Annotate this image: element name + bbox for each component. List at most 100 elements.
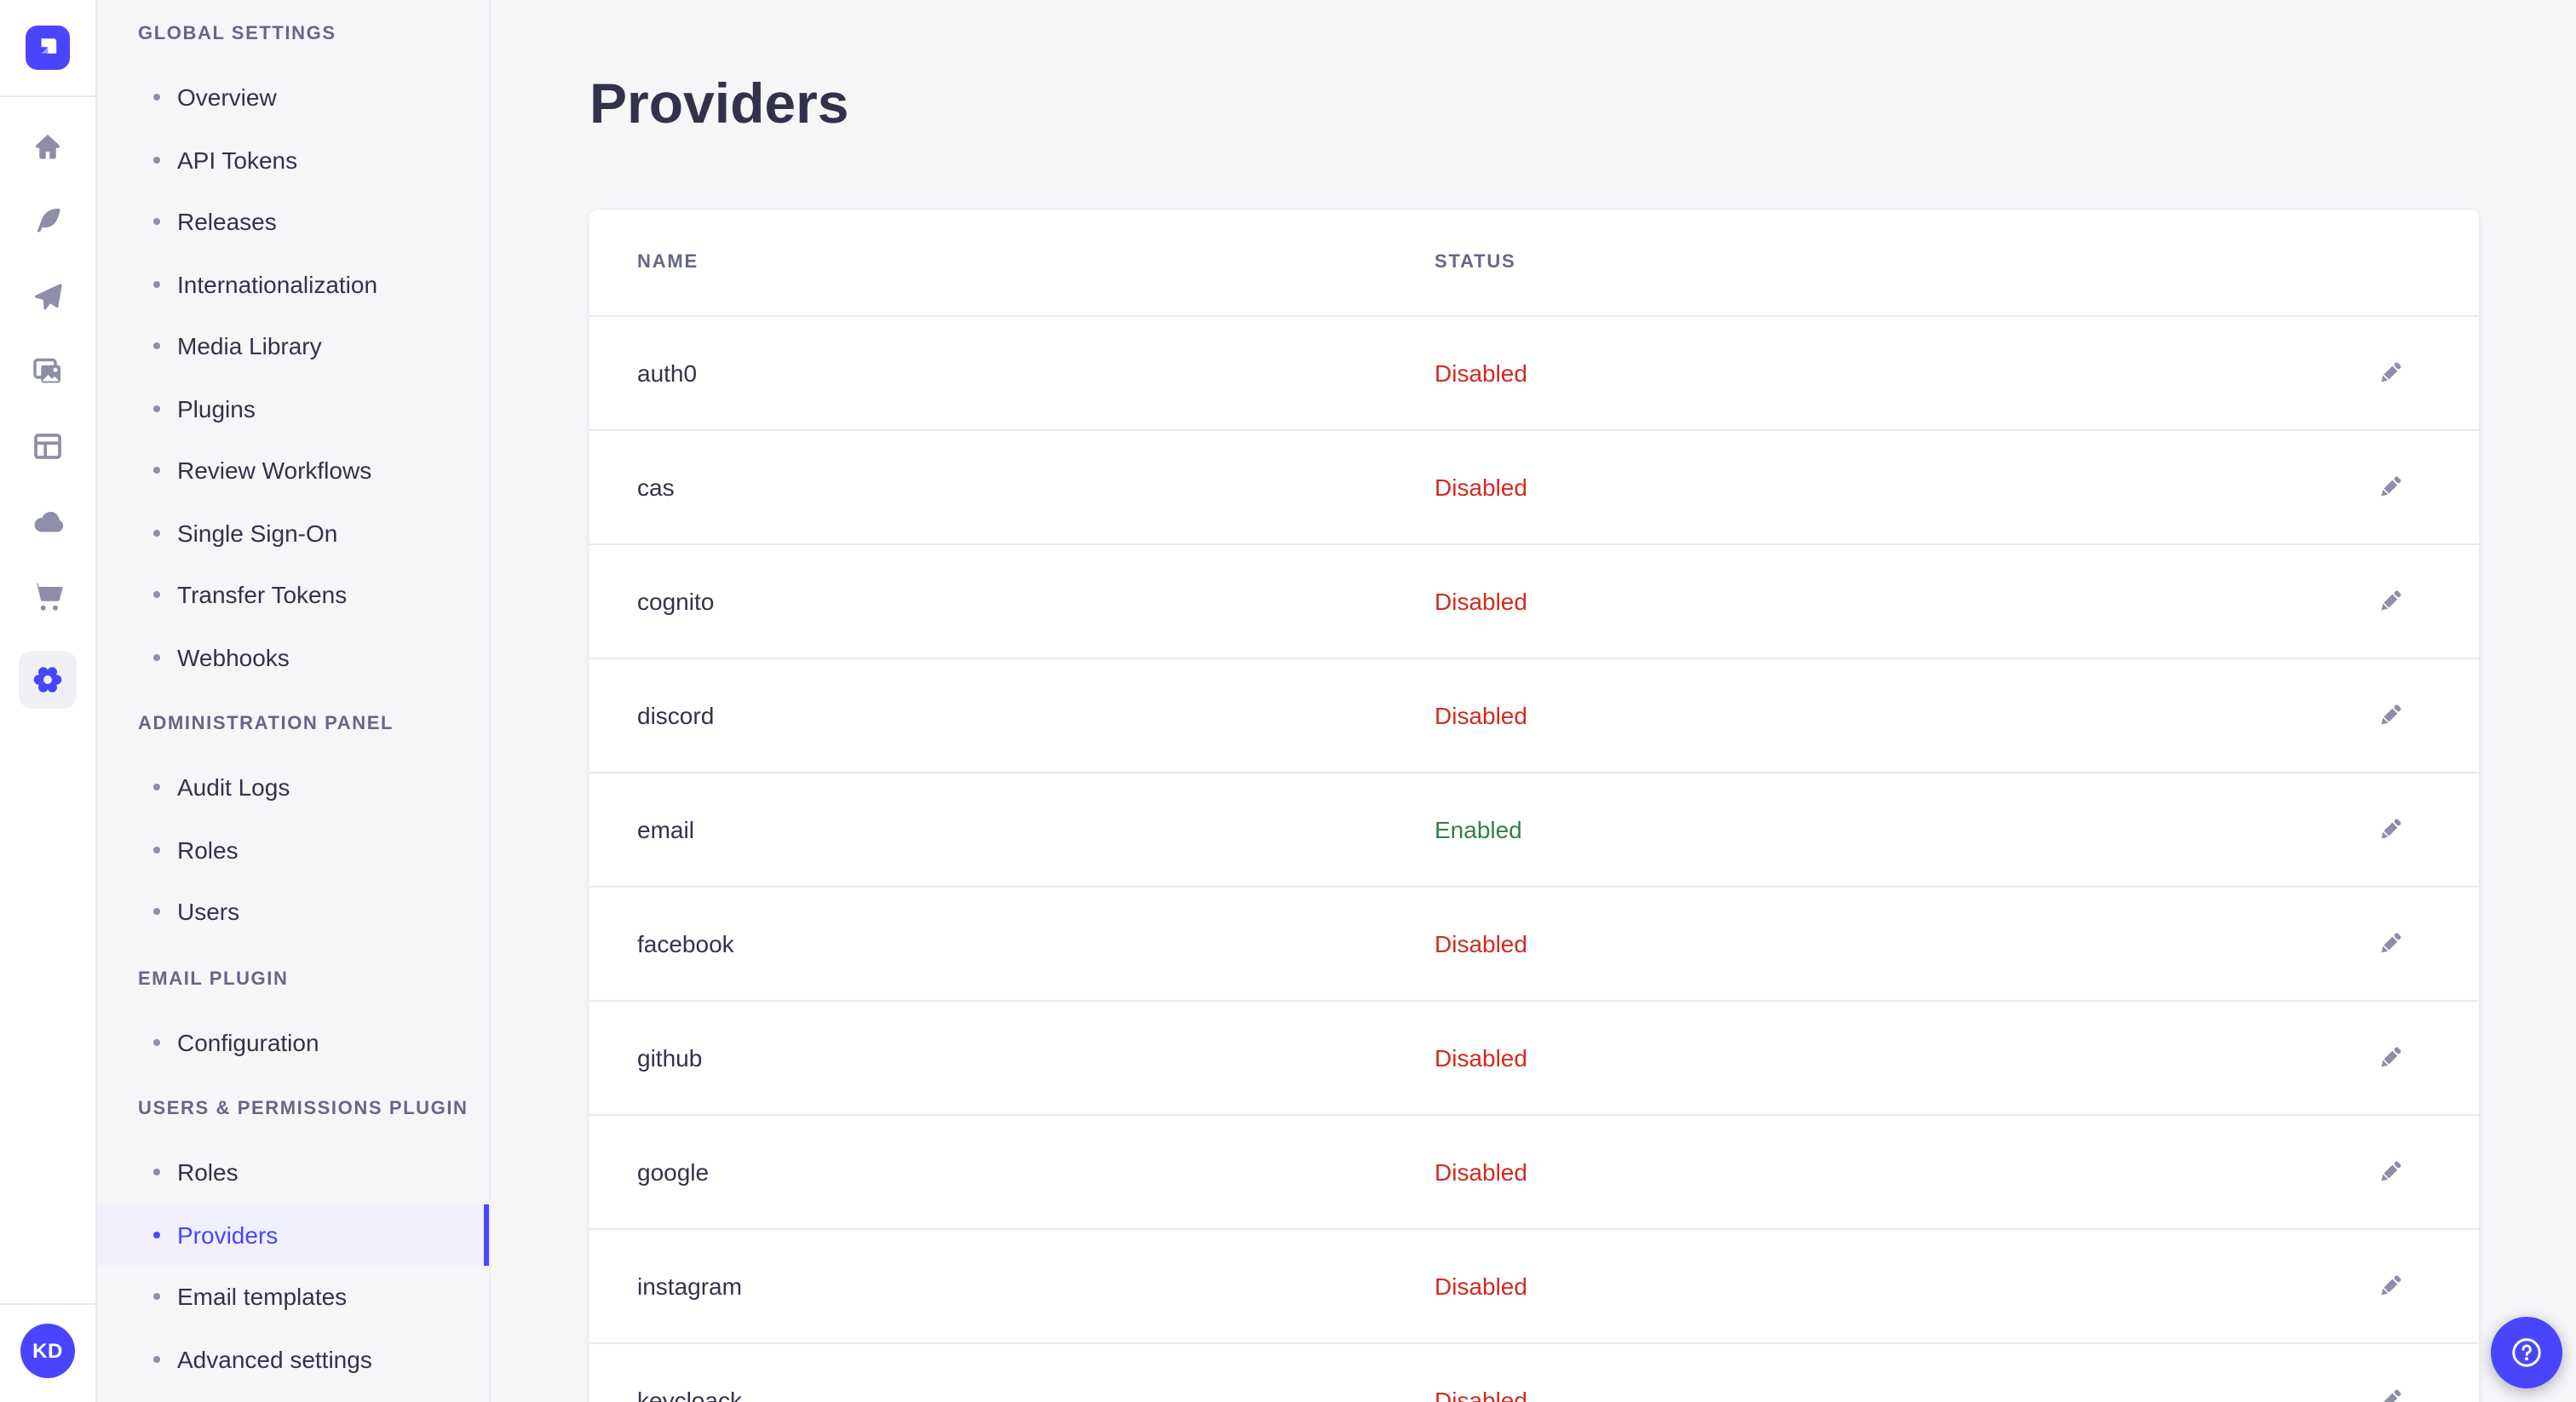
provider-status: Disabled <box>1435 702 1527 729</box>
provider-row-instagram: instagram Disabled <box>589 1228 2479 1342</box>
table-body: auth0 Disabled cas Disabled cognito Disabled d… <box>589 315 2479 1402</box>
provider-status: Disabled <box>1435 588 1527 615</box>
main-content: Providers Name Status auth0 Disabled cas Di… <box>491 0 2576 1402</box>
subnav-item-releases[interactable]: Releases <box>97 191 489 253</box>
edit-provider-button[interactable] <box>2363 1259 2418 1313</box>
provider-row-cognito: cognito Disabled <box>589 543 2479 658</box>
provider-status: Disabled <box>1435 359 1527 387</box>
bullet-icon <box>153 156 160 164</box>
provider-name: cas <box>637 474 675 501</box>
subnav-item-audit-logs[interactable]: Audit Logs <box>97 756 489 819</box>
subnav-section-label: Users & Permissions plugin <box>138 1099 469 1119</box>
rail-item-cart-icon[interactable] <box>31 579 65 613</box>
subnav-item-webhooks[interactable]: Webhooks <box>97 626 489 688</box>
rail-item-cloud-icon[interactable] <box>31 504 65 538</box>
question-mark-icon <box>2512 1338 2541 1367</box>
subnav-item-roles[interactable]: Roles <box>97 819 489 881</box>
avatar[interactable]: KD <box>20 1324 75 1378</box>
provider-status: Disabled <box>1435 930 1527 957</box>
subnav-item-api-tokens[interactable]: API Tokens <box>97 129 489 191</box>
edit-provider-button[interactable] <box>2363 1145 2418 1199</box>
edit-provider-button[interactable] <box>2363 802 2418 857</box>
subnav-item-label: Configuration <box>177 1028 319 1056</box>
provider-row-keycloack: keycloack Disabled <box>589 1342 2479 1402</box>
subnav-item-label: API Tokens <box>177 146 298 174</box>
provider-row-auth0: auth0 Disabled <box>589 315 2479 429</box>
bullet-icon <box>153 405 160 412</box>
feather-icon <box>37 208 60 233</box>
bullet-icon <box>153 529 160 537</box>
subnav-section-label: Global Settings <box>138 24 336 44</box>
bullet-icon <box>153 1038 160 1046</box>
provider-row-email: email Enabled <box>589 772 2479 886</box>
pencil-icon <box>2383 1389 2401 1402</box>
rail-item-send-icon[interactable] <box>31 279 65 313</box>
edit-provider-button[interactable] <box>2363 1373 2418 1402</box>
subnav-section-label: Email Plugin <box>138 968 289 989</box>
provider-name: facebook <box>637 930 734 957</box>
bullet-icon <box>153 908 160 916</box>
main-nav-rail: KD <box>0 0 97 1402</box>
rail-item-media-icon[interactable] <box>31 354 65 388</box>
subnav-item-email-templates[interactable]: Email templates <box>97 1266 489 1328</box>
subnav-item-roles[interactable]: Roles <box>97 1141 489 1204</box>
bullet-icon <box>153 94 160 101</box>
subnav-item-overview[interactable]: Overview <box>97 66 489 129</box>
subnav-item-providers[interactable]: Providers <box>97 1204 489 1266</box>
help-button[interactable] <box>2491 1317 2562 1388</box>
provider-name: discord <box>637 702 715 729</box>
strapi-logo[interactable] <box>26 26 70 70</box>
subnav-item-label: Internationalization <box>177 270 378 298</box>
bullet-icon <box>153 1355 160 1363</box>
provider-name: auth0 <box>637 359 698 387</box>
settings-subnav: Global Settings Overview API Tokens Release… <box>97 0 491 1402</box>
provider-row-google: google Disabled <box>589 1114 2479 1228</box>
subnav-item-configuration[interactable]: Configuration <box>97 1011 489 1073</box>
provider-status: Disabled <box>1435 1158 1527 1186</box>
subnav-item-label: Overview <box>177 83 277 112</box>
subnav-item-review-workflows[interactable]: Review Workflows <box>97 440 489 502</box>
provider-status: Disabled <box>1435 474 1527 501</box>
subnav-item-label: Email templates <box>177 1283 348 1311</box>
bullet-icon <box>153 1231 160 1238</box>
page-title: Providers <box>589 72 849 135</box>
provider-name: github <box>637 1044 703 1072</box>
subnav-item-label: Review Workflows <box>177 457 372 485</box>
edit-provider-button[interactable] <box>2363 688 2418 743</box>
rail-item-feather-icon[interactable] <box>31 204 65 238</box>
rail-item-home-icon[interactable] <box>31 129 65 164</box>
subnav-item-internationalization[interactable]: Internationalization <box>97 253 489 315</box>
edit-provider-button[interactable] <box>2363 574 2418 629</box>
subnav-item-single-sign-on[interactable]: Single Sign-On <box>97 502 489 564</box>
subnav-item-media-library[interactable]: Media Library <box>97 315 489 377</box>
rail-item-layout-icon[interactable] <box>31 429 65 463</box>
subnav-item-advanced-settings[interactable]: Advanced settings <box>97 1328 489 1390</box>
rail-item-settings-active[interactable] <box>19 651 77 709</box>
provider-status: Disabled <box>1435 1273 1527 1300</box>
providers-table: Name Status auth0 Disabled cas Disabled cogn… <box>589 210 2479 1402</box>
edit-provider-button[interactable] <box>2363 1031 2418 1085</box>
bullet-icon <box>153 467 160 474</box>
provider-name: cognito <box>637 588 715 615</box>
subnav-item-label: Releases <box>177 208 277 236</box>
rail-icon-list <box>19 97 77 709</box>
subnav-item-label: Audit Logs <box>177 773 290 802</box>
subnav-item-label: Roles <box>177 836 239 864</box>
provider-name: keycloack <box>637 1387 742 1402</box>
subnav-item-transfer-tokens[interactable]: Transfer Tokens <box>97 564 489 626</box>
edit-provider-button[interactable] <box>2363 916 2418 971</box>
provider-name: instagram <box>637 1273 742 1300</box>
layout-icon <box>34 434 61 459</box>
subnav-item-label: Plugins <box>177 394 256 422</box>
rail-bottom: KD <box>0 1303 95 1402</box>
column-header-status: Status <box>1435 252 1516 273</box>
subnav-item-label: Webhooks <box>177 643 290 671</box>
subnav-item-users[interactable]: Users <box>97 881 489 943</box>
edit-provider-button[interactable] <box>2363 346 2418 400</box>
subnav-item-plugins[interactable]: Plugins <box>97 377 489 440</box>
edit-provider-button[interactable] <box>2363 460 2418 514</box>
bullet-icon <box>153 218 160 226</box>
rail-divider <box>0 95 95 97</box>
provider-name: email <box>637 816 694 843</box>
